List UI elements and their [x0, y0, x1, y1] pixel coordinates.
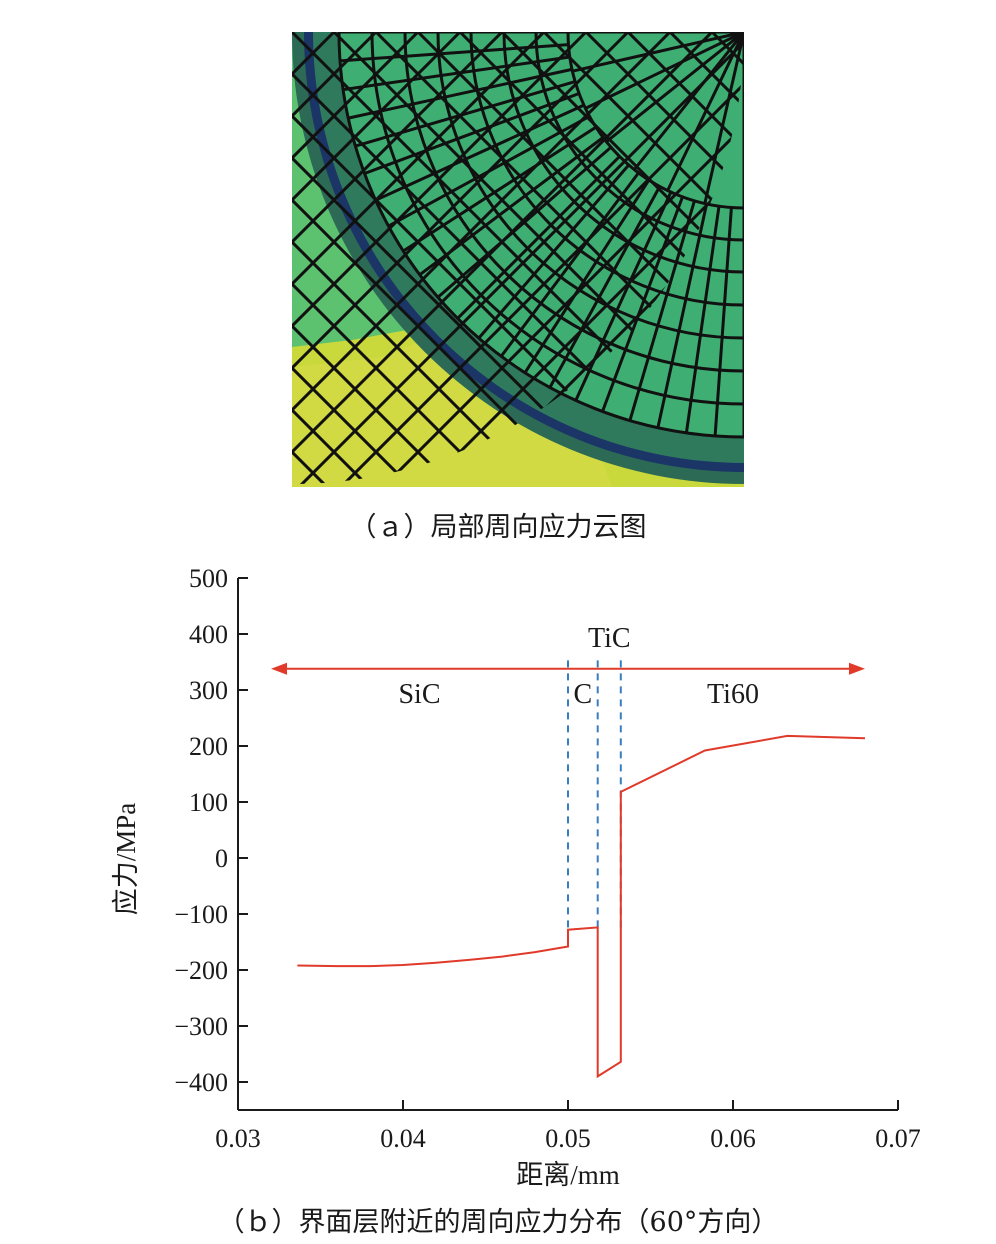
y-axis-label: 应力/MPa [111, 803, 141, 916]
region-label-sic: SiC [398, 679, 440, 710]
figure-b-caption: （ｂ）界面层附近的周向应力分布（60°方向） [217, 1207, 779, 1238]
region-arrow [271, 662, 865, 675]
y-tick-label: 400 [189, 620, 228, 649]
region-label-c: C [574, 679, 593, 710]
x-tick-label: 0.05 [545, 1124, 591, 1153]
region-label-ti60: Ti60 [707, 679, 759, 710]
arrowhead-left [271, 662, 287, 675]
x-tick-label: 0.03 [215, 1124, 261, 1153]
y-tick-label: −300 [174, 1012, 228, 1041]
arrowhead-right [849, 662, 865, 675]
y-tick-label: −100 [174, 900, 228, 929]
x-axis-label: 距离/mm [516, 1160, 620, 1190]
y-tick-label: 200 [189, 732, 228, 761]
x-tick-label: 0.07 [875, 1124, 921, 1153]
y-tick-label: 500 [189, 564, 228, 593]
stress-series [297, 734, 866, 1079]
y-tick-label: −200 [174, 956, 228, 985]
x-tick-label: 0.04 [380, 1124, 426, 1153]
figure-a-caption: （ａ）局部周向应力云图 [349, 512, 647, 543]
y-tick-label: 100 [189, 788, 228, 817]
y-tick-label: −400 [174, 1068, 228, 1097]
x-axis-ticks: 0.03 0.04 0.05 0.06 0.07 [215, 1100, 921, 1153]
stress-contour-mesh-image [292, 32, 744, 487]
y-axis-ticks: 500 400 300 200 100 0 −100 −200 −300 −400 [174, 564, 248, 1097]
region-labels: SiC C TiC Ti60 [398, 623, 758, 710]
y-tick-label: 300 [189, 676, 228, 705]
x-tick-label: 0.06 [710, 1124, 756, 1153]
region-label-tic: TiC [588, 623, 631, 654]
y-tick-label: 0 [215, 844, 228, 873]
stress-line [297, 734, 866, 1079]
